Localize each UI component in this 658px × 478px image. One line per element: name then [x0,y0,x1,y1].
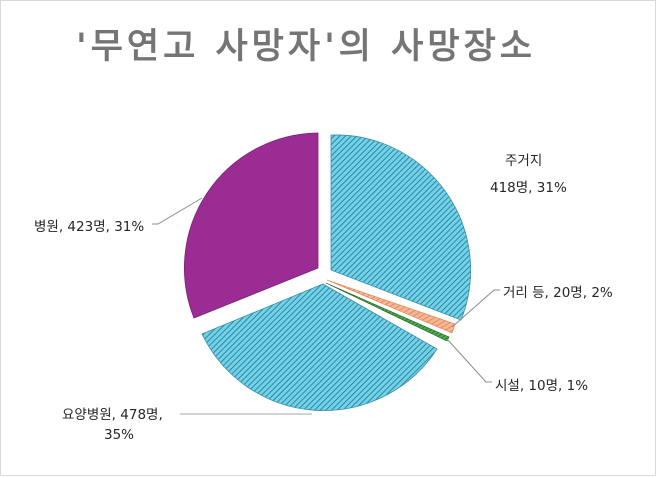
label-jugeoji-value: 418명, 31% [490,180,567,196]
label-yoyang-line2: 35% [104,427,135,443]
chart-title: '무연고 사망자'의 사망장소 [75,27,536,67]
leader-line-geori [451,289,500,328]
slice-siseol[interactable] [325,282,450,342]
label-byeongwon: 병원, 423명, 31% [34,219,145,235]
leader-line-siseol [446,338,492,383]
label-jugeoji-name: 주거지 [505,153,543,169]
slice-jugeoji[interactable] [330,134,471,321]
label-yoyang-line1: 요양병원, 478명, [62,407,163,423]
label-siseol: 시설, 10명, 1% [495,378,589,394]
leader-line-byeongwon [152,197,203,225]
slice-yoyang[interactable] [201,283,438,411]
slice-byeongwon[interactable] [184,132,319,319]
label-geori: 거리 등, 20명, 2% [503,285,613,301]
